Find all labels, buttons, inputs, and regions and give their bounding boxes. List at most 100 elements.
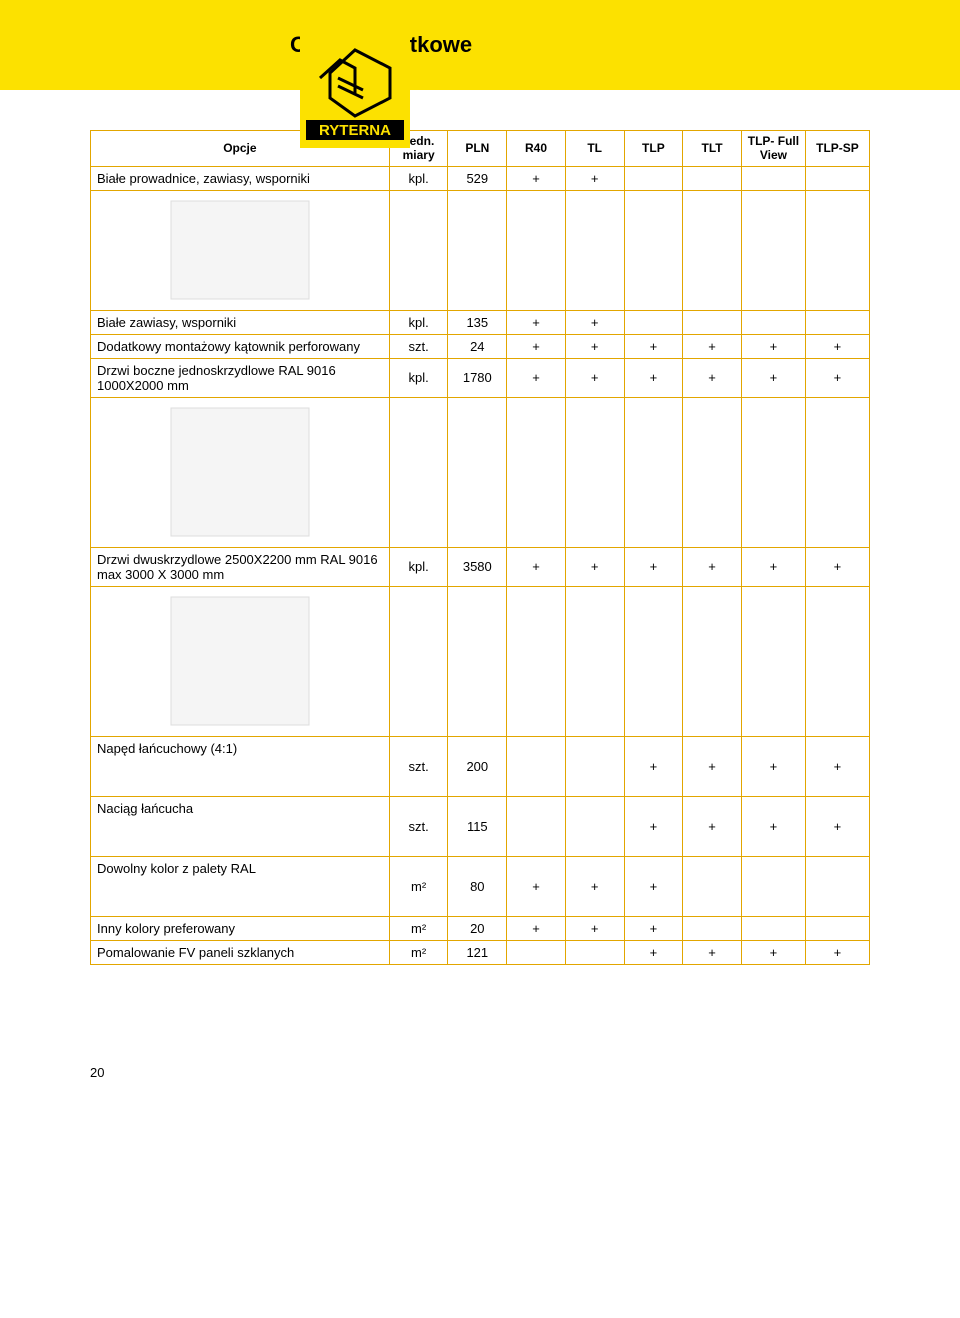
cell-desc: Drzwi dwuskrzydlowe 2500X2200 mm RAL 901… [91, 547, 390, 586]
empty-cell [389, 586, 448, 736]
cell-sp: + [805, 547, 869, 586]
col-tl: TL [565, 131, 624, 167]
cell-sp [805, 310, 869, 334]
col-tlp-fullview: TLP- Full View [741, 131, 805, 167]
cell-tl: + [565, 547, 624, 586]
cell-tlp: + [624, 856, 683, 916]
cell-fullview: + [741, 736, 805, 796]
cell-pln: 1780 [448, 358, 507, 397]
cell-sp: + [805, 796, 869, 856]
cell-pln: 529 [448, 166, 507, 190]
cell-tlp: + [624, 334, 683, 358]
cell-sp [805, 916, 869, 940]
cell-tlt [683, 916, 742, 940]
cell-desc: Inny kolory preferowany [91, 916, 390, 940]
cell-unit: m² [389, 856, 448, 916]
cell-pln: 24 [448, 334, 507, 358]
cell-tlp [624, 310, 683, 334]
empty-cell [683, 586, 742, 736]
cell-tl [565, 940, 624, 964]
cell-fullview: + [741, 358, 805, 397]
cell-r40: + [507, 856, 566, 916]
cell-unit: kpl. [389, 358, 448, 397]
cell-tlt [683, 166, 742, 190]
cell-r40 [507, 736, 566, 796]
cell-desc: Dodatkowy montażowy kątownik perforowany [91, 334, 390, 358]
product-image [97, 591, 383, 732]
image-row [91, 397, 870, 547]
table-row: Naciąg łańcuchaszt.115++++ [91, 796, 870, 856]
cell-pln: 135 [448, 310, 507, 334]
cell-r40: + [507, 547, 566, 586]
cell-tlp: + [624, 736, 683, 796]
cell-r40: + [507, 358, 566, 397]
empty-cell [741, 586, 805, 736]
table-row: Białe zawiasy, wspornikikpl.135++ [91, 310, 870, 334]
empty-cell [448, 190, 507, 310]
cell-pln: 3580 [448, 547, 507, 586]
empty-cell [683, 190, 742, 310]
image-row [91, 190, 870, 310]
empty-cell [805, 397, 869, 547]
empty-cell [805, 190, 869, 310]
empty-cell [565, 586, 624, 736]
image-row [91, 586, 870, 736]
cell-desc: Drzwi boczne jednoskrzydlowe RAL 9016 10… [91, 358, 390, 397]
cell-fullview [741, 310, 805, 334]
col-pln: PLN [448, 131, 507, 167]
cell-r40: + [507, 334, 566, 358]
cell-tl [565, 796, 624, 856]
cell-fullview: + [741, 940, 805, 964]
cell-tl: + [565, 916, 624, 940]
empty-cell [624, 190, 683, 310]
cell-fullview: + [741, 796, 805, 856]
cell-tlp: + [624, 547, 683, 586]
cell-fullview: + [741, 547, 805, 586]
table-header-row: Opcje Jedn. miary PLN R40 TL TLP TLT TLP… [91, 131, 870, 167]
table-row: Inny kolory preferowanym²20+++ [91, 916, 870, 940]
cell-sp: + [805, 358, 869, 397]
col-tlt: TLT [683, 131, 742, 167]
col-r40: R40 [507, 131, 566, 167]
empty-cell [565, 397, 624, 547]
empty-cell [448, 586, 507, 736]
col-tlp: TLP [624, 131, 683, 167]
cell-unit: kpl. [389, 166, 448, 190]
cell-tlp: + [624, 940, 683, 964]
cell-tl [565, 736, 624, 796]
cell-unit: szt. [389, 796, 448, 856]
content-area: Opcje Jedn. miary PLN R40 TL TLP TLT TLP… [0, 90, 960, 985]
cell-fullview: + [741, 334, 805, 358]
cell-sp: + [805, 736, 869, 796]
cell-tlt: + [683, 358, 742, 397]
cell-fullview [741, 916, 805, 940]
table-row: Drzwi boczne jednoskrzydlowe RAL 9016 10… [91, 358, 870, 397]
page-number: 20 [0, 1065, 960, 1080]
empty-cell [389, 190, 448, 310]
cell-tlt: + [683, 940, 742, 964]
header-band: Opcje dodatkowe [0, 0, 960, 90]
cell-unit: kpl. [389, 547, 448, 586]
cell-tlt: + [683, 796, 742, 856]
product-image-cell [91, 190, 390, 310]
cell-r40: + [507, 166, 566, 190]
cell-unit: kpl. [389, 310, 448, 334]
cell-pln: 20 [448, 916, 507, 940]
empty-cell [741, 190, 805, 310]
empty-cell [448, 397, 507, 547]
cell-desc: Białe prowadnice, zawiasy, wsporniki [91, 166, 390, 190]
product-image-cell [91, 586, 390, 736]
cell-sp [805, 856, 869, 916]
empty-cell [741, 397, 805, 547]
empty-cell [624, 586, 683, 736]
cell-tlp: + [624, 796, 683, 856]
cell-fullview [741, 856, 805, 916]
cell-pln: 115 [448, 796, 507, 856]
cell-sp: + [805, 334, 869, 358]
cell-tlt [683, 310, 742, 334]
table-row: Drzwi dwuskrzydlowe 2500X2200 mm RAL 901… [91, 547, 870, 586]
cell-pln: 80 [448, 856, 507, 916]
brand-logo: RYTERNA [300, 28, 410, 148]
empty-cell [389, 397, 448, 547]
cell-r40: + [507, 916, 566, 940]
